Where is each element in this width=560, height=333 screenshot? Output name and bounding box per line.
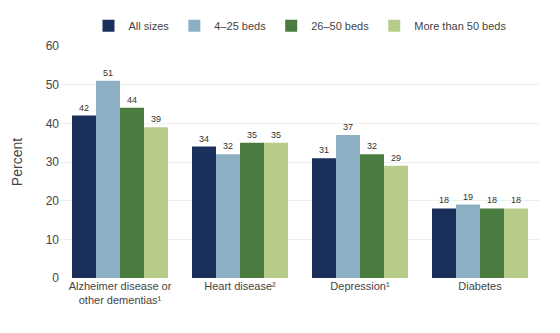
svg-text:20: 20 [46,194,60,208]
svg-text:44: 44 [127,95,137,105]
svg-text:All sizes: All sizes [129,20,170,32]
svg-text:18: 18 [487,195,497,205]
svg-text:4–25 beds: 4–25 beds [214,20,266,32]
svg-text:18: 18 [439,195,449,205]
svg-text:Alzheimer disease orother deme: Alzheimer disease orother dementias¹ [69,280,172,306]
svg-text:35: 35 [271,130,281,140]
svg-text:34: 34 [199,134,209,144]
svg-text:37: 37 [343,122,353,132]
svg-text:26–50 beds: 26–50 beds [311,20,369,32]
svg-text:51: 51 [103,68,113,78]
svg-text:40: 40 [46,117,60,131]
svg-text:32: 32 [367,141,377,151]
svg-text:35: 35 [247,130,257,140]
svg-text:0: 0 [52,271,59,285]
svg-text:Heart disease²: Heart disease² [204,280,276,292]
svg-text:Diabetes: Diabetes [458,280,502,292]
svg-text:30: 30 [46,155,60,169]
svg-text:19: 19 [463,192,473,202]
svg-text:More than 50 beds: More than 50 beds [414,20,506,32]
svg-text:60: 60 [46,39,60,53]
svg-text:Depression¹: Depression¹ [330,280,390,292]
svg-text:31: 31 [319,145,329,155]
svg-text:42: 42 [79,103,89,113]
svg-text:Percent: Percent [9,138,25,186]
svg-text:32: 32 [223,141,233,151]
svg-text:29: 29 [391,153,401,163]
svg-text:50: 50 [46,78,60,92]
svg-text:18: 18 [511,195,521,205]
svg-text:10: 10 [46,233,60,247]
svg-text:39: 39 [151,114,161,124]
